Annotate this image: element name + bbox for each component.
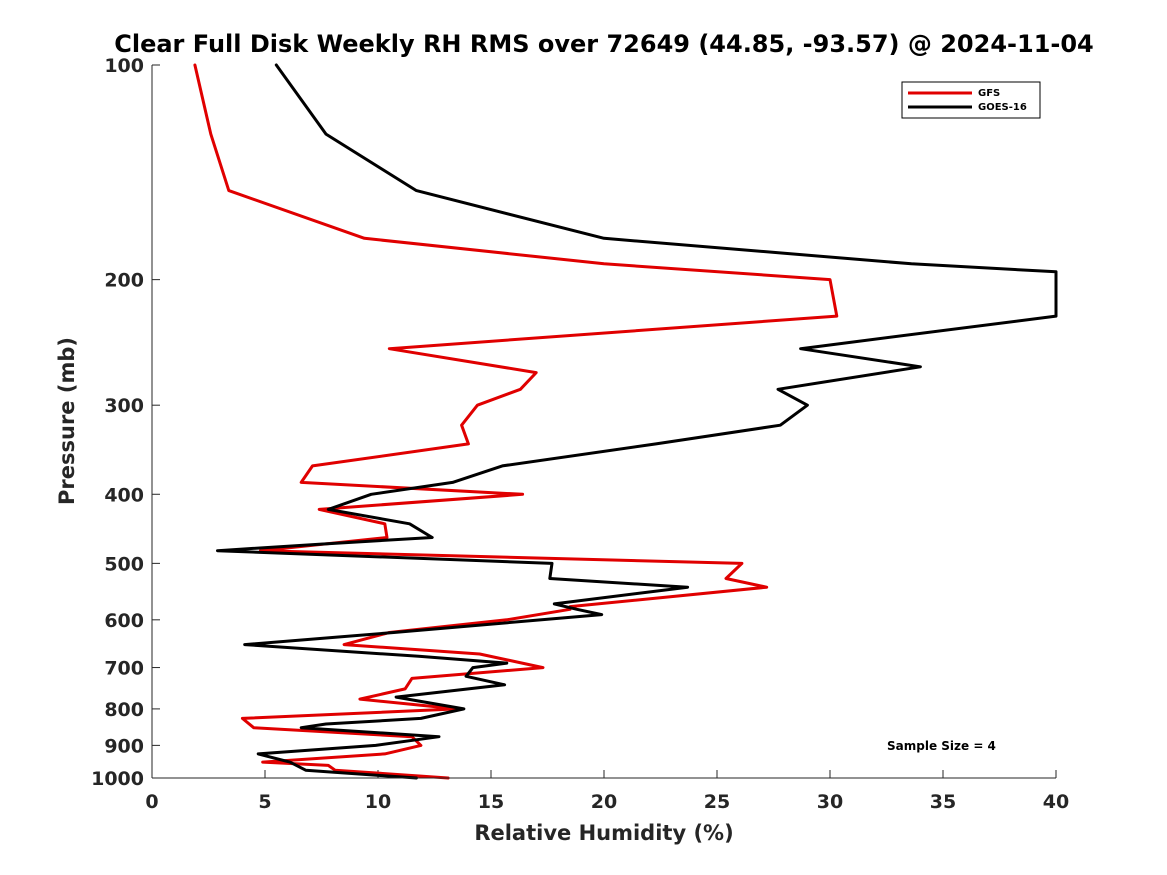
x-tick-labels: 0 5 10 15 20 25 30 35 40 (145, 791, 1069, 813)
x-tick-label: 10 (365, 791, 391, 813)
x-tick-label: 5 (258, 791, 271, 813)
y-tick-label: 900 (104, 735, 144, 757)
y-tick-label: 200 (104, 270, 144, 292)
y-tick-label: 1000 (91, 768, 144, 790)
plot-area (152, 65, 1056, 778)
x-axis-label: Relative Humidity (%) (474, 821, 733, 845)
y-tick-label: 400 (104, 484, 144, 506)
y-tick-label: 300 (104, 395, 144, 417)
y-axis-label: Pressure (mb) (55, 337, 79, 505)
legend: GFS GOES-16 (901, 81, 1041, 119)
sample-size-annotation: Sample Size = 4 (887, 739, 996, 753)
series-line-goes16 (216, 63, 1058, 780)
x-tick-label: 15 (478, 791, 504, 813)
series-line-gfs (193, 63, 839, 780)
y-tick-label: 700 (104, 658, 144, 680)
y-tick-label: 500 (104, 553, 144, 575)
legend-box (901, 81, 1041, 119)
x-tick-label: 30 (817, 791, 843, 813)
legend-label-goes16: GOES-16 (978, 102, 1027, 113)
series-lines (193, 63, 1058, 780)
legend-label-gfs: GFS (978, 88, 1000, 99)
y-tick-label: 100 (104, 55, 144, 77)
x-tick-label: 0 (145, 791, 158, 813)
x-tick-label: 35 (930, 791, 956, 813)
y-tick-label: 800 (104, 699, 144, 721)
x-tick-label: 40 (1043, 791, 1069, 813)
y-tick-label: 600 (104, 610, 144, 632)
x-tick-label: 20 (591, 791, 617, 813)
x-tick-label: 25 (704, 791, 730, 813)
chart-title: Clear Full Disk Weekly RH RMS over 72649… (114, 30, 1094, 58)
y-tick-labels: 100 200 300 400 500 600 700 800 900 1000 (91, 55, 144, 790)
